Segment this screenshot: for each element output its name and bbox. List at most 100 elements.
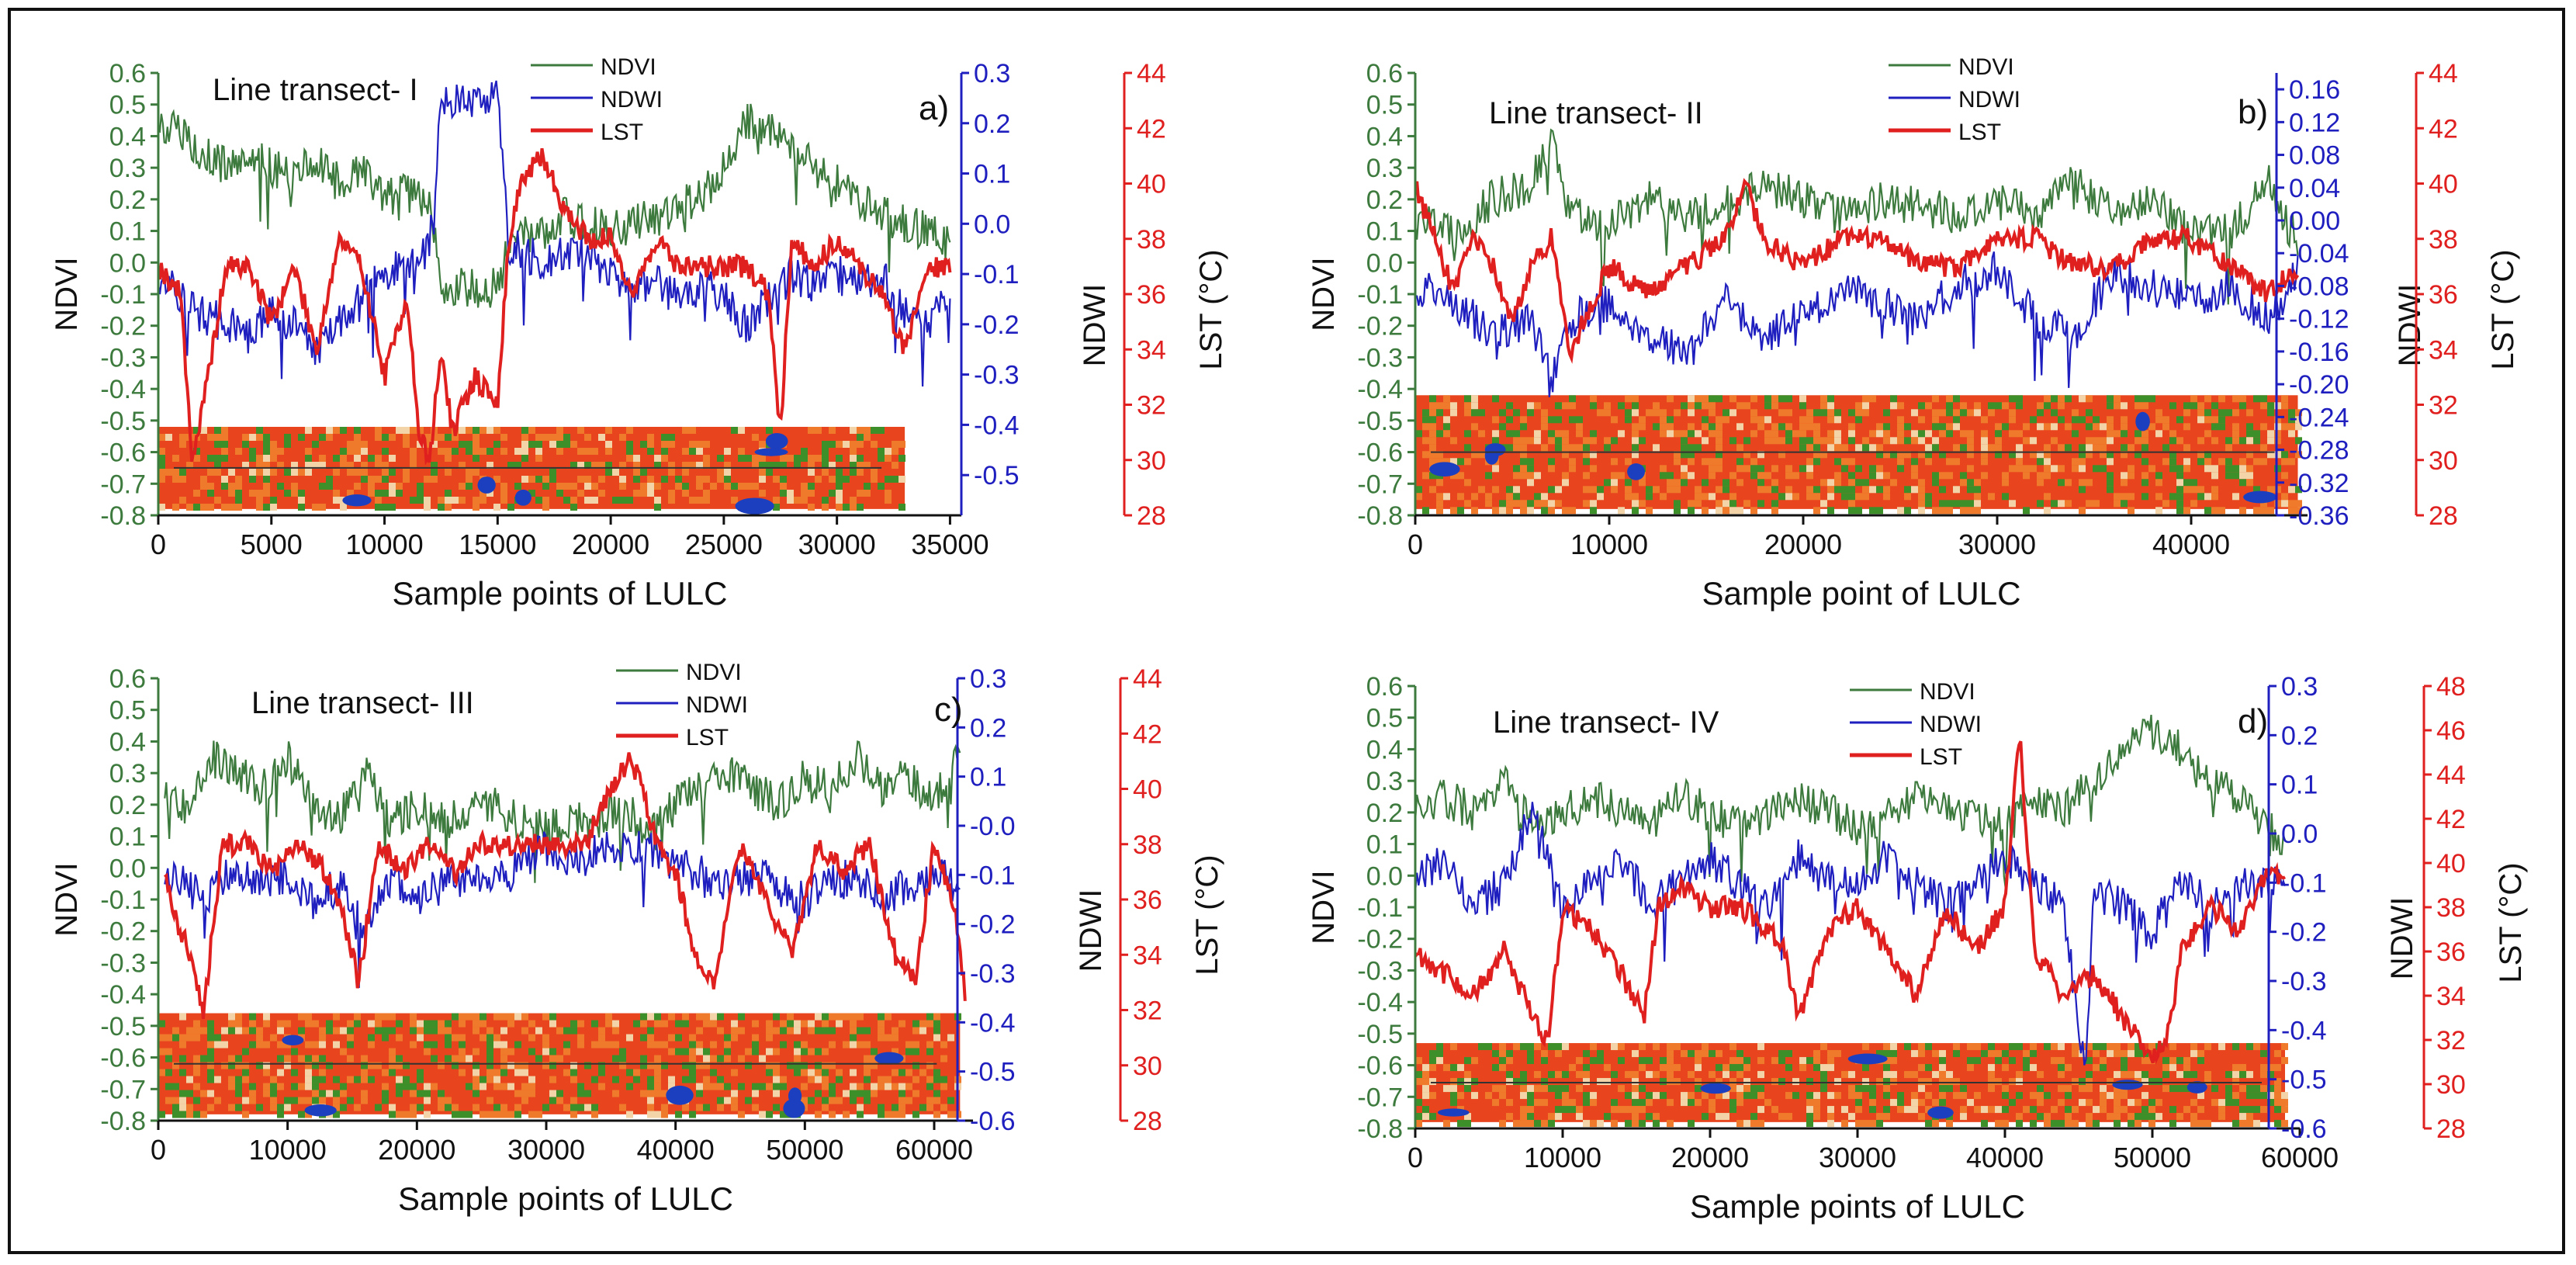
legend-label: NDWI (1958, 87, 2020, 113)
ndvi-tick-label: -0.3 (100, 948, 146, 978)
ndwi-tick-label: -0.6 (970, 1107, 1016, 1136)
ndwi-tick-label: 0.04 (2289, 174, 2340, 203)
lst-tick-label: 32 (1133, 996, 1162, 1026)
panel-label: c) (934, 691, 963, 729)
panel-label: a) (919, 89, 949, 127)
series-line-ndvi (1415, 128, 2299, 305)
x-tick-label: 30000 (1958, 529, 2036, 560)
ndvi-tick-label: -0.2 (100, 312, 146, 341)
ndwi-axis-title: NDWI (2385, 897, 2419, 980)
lst-tick-label: 28 (1137, 501, 1166, 531)
lst-tick-label: 42 (2436, 805, 2466, 834)
ndwi-tick-label: -0.4 (2281, 1016, 2327, 1045)
series-line-lst (1415, 740, 2287, 1065)
lst-tick-label: 30 (2436, 1070, 2466, 1100)
ndwi-tick-label: -0.2 (2281, 918, 2327, 948)
legend: NDVI NDWI LST (531, 54, 663, 145)
panel-a: -0.8 -0.7 -0.6 -0.5 -0.4 -0.3 -0.2 -0.1 0.0 0.1 0.… (42, 42, 1268, 632)
lst-axis-title: LST (°C) (2486, 249, 2520, 369)
x-tick-label: 10000 (1524, 1142, 1601, 1173)
ndvi-tick-label: 0.1 (1366, 217, 1403, 247)
ndvi-tick-label: 0.5 (1366, 704, 1403, 733)
ndvi-tick-label: 0.3 (109, 759, 146, 788)
ndvi-tick-label: -0.6 (100, 1044, 146, 1073)
ndvi-tick-label: -0.1 (100, 280, 146, 310)
lst-tick-label: 48 (2436, 672, 2466, 702)
series-lst (1415, 178, 2300, 364)
ndwi-tick-label: -0.5 (974, 461, 1020, 490)
x-tick-label: 50000 (766, 1134, 843, 1166)
series-ndvi (1415, 128, 2299, 305)
x-tick-label: 50000 (2114, 1142, 2191, 1173)
ndwi-tick-label: -0.1 (2281, 868, 2327, 898)
ndvi-tick-label: -0.5 (1357, 1020, 1403, 1049)
lst-tick-label: 34 (2429, 335, 2458, 365)
ndwi-tick-label: 0.1 (974, 160, 1010, 189)
legend-label: NDWI (686, 692, 748, 718)
axes: -0.8-0.7-0.6-0.5-0.4-0.3-0.2-0.10.00.10.… (50, 664, 1224, 1217)
panel-label: d) (2238, 702, 2268, 740)
lst-tick-label: 44 (1137, 59, 1166, 88)
ndwi-tick-label: -0.36 (2289, 501, 2349, 531)
series-line-ndvi (164, 740, 961, 883)
ndvi-tick-label: 0.2 (1366, 185, 1403, 215)
x-tick-label: 25000 (685, 529, 763, 560)
ndwi-tick-label: 0.08 (2289, 141, 2340, 171)
x-tick-label: 0 (1407, 529, 1423, 560)
lst-axis-title: LST (°C) (1190, 854, 1224, 975)
ndvi-tick-label: -0.8 (1357, 501, 1403, 531)
legend-label: LST (686, 725, 729, 750)
series-line-ndvi (158, 103, 951, 308)
ndvi-tick-label: 0.6 (109, 59, 146, 88)
lst-tick-label: 28 (2436, 1114, 2466, 1144)
ndvi-axis-title: NDVI (50, 862, 84, 937)
ndvi-tick-label: -0.5 (1357, 407, 1403, 436)
lst-tick-label: 32 (2436, 1026, 2466, 1055)
ndvi-tick-label: -0.7 (100, 1075, 146, 1104)
lst-tick-label: 42 (1133, 719, 1162, 749)
lst-tick-label: 28 (1133, 1107, 1162, 1136)
ndvi-tick-label: -0.7 (100, 470, 146, 499)
ndvi-tick-label: -0.7 (1357, 1083, 1403, 1112)
ndwi-tick-label: 0.2 (974, 109, 1010, 139)
chart-a-svg: -0.8-0.7-0.6-0.5-0.4-0.3-0.2-0.10.00.10.… (50, 54, 1228, 612)
chart-c-svg: -0.8-0.7-0.6-0.5-0.4-0.3-0.2-0.10.00.10.… (50, 660, 1224, 1217)
legend: NDVI NDWI LST (1850, 679, 1982, 770)
ndwi-tick-label: -0.6 (2281, 1114, 2327, 1144)
ndvi-tick-label: -0.4 (100, 375, 146, 404)
lulc-map-strip (1415, 1043, 2288, 1128)
lst-tick-label: 40 (2429, 170, 2458, 199)
ndwi-tick-label: -0.3 (2281, 967, 2327, 996)
ndwi-tick-label: 0.0 (974, 210, 1010, 239)
ndwi-tick-label: 0.2 (970, 713, 1006, 743)
ndwi-tick-label: 0.2 (2281, 721, 2318, 750)
ndwi-tick-label: -0.5 (2281, 1066, 2327, 1095)
legend: NDVI NDWI LST (616, 660, 748, 750)
legend-label: NDVI (1920, 679, 1975, 705)
ndwi-tick-label: 0.00 (2289, 206, 2340, 236)
x-axis-title: Sample points of LULC (398, 1180, 733, 1217)
ndwi-tick-label: 0.0 (2281, 820, 2318, 849)
ndvi-tick-label: -0.6 (1357, 1052, 1403, 1081)
legend: NDVI NDWI LST (1889, 54, 2020, 145)
ndvi-tick-label: -0.4 (1357, 375, 1403, 404)
x-tick-label: 15000 (459, 529, 536, 560)
lst-tick-label: 42 (2429, 114, 2458, 144)
ndwi-axis-title: NDWI (1078, 284, 1112, 367)
series-ndwi (1415, 802, 2287, 1066)
ndwi-tick-label: 0.3 (974, 59, 1010, 88)
lst-tick-label: 44 (1133, 664, 1162, 694)
ndvi-tick-label: -0.1 (1357, 893, 1403, 923)
ndwi-tick-label: -0.3 (970, 959, 1016, 989)
ndwi-tick-label: 0.1 (970, 763, 1006, 792)
ndvi-tick-label: 0.0 (109, 248, 146, 278)
ndwi-tick-label: -0.20 (2289, 370, 2349, 400)
ndvi-tick-label: -0.3 (1357, 343, 1403, 373)
ndwi-tick-label: -0.24 (2289, 403, 2349, 432)
ndvi-tick-label: 0.6 (109, 664, 146, 694)
ndwi-tick-label: 0.3 (970, 664, 1006, 694)
ndvi-tick-label: 0.1 (109, 217, 146, 247)
lst-tick-label: 34 (2436, 982, 2466, 1011)
lst-tick-label: 36 (2436, 937, 2466, 967)
series-lst (164, 752, 967, 1020)
